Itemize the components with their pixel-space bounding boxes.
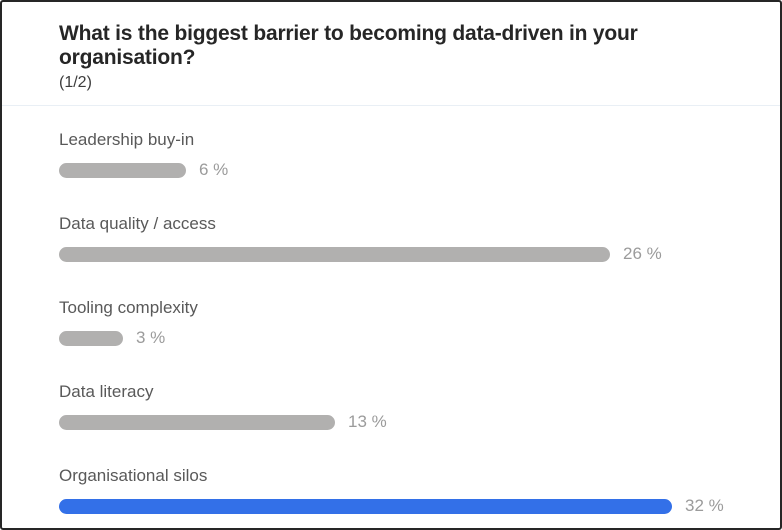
option-bar bbox=[59, 330, 123, 346]
poll-question-title: What is the biggest barrier to becoming … bbox=[59, 22, 638, 69]
poll-option-row: Leadership buy-in 6 % bbox=[59, 129, 724, 180]
poll-header: What is the biggest barrier to becoming … bbox=[2, 2, 780, 105]
option-bar-row: 32 % bbox=[59, 496, 724, 516]
option-percent: 26 % bbox=[623, 244, 662, 263]
option-percent: 3 % bbox=[136, 328, 166, 347]
option-label: Tooling complexity bbox=[59, 298, 198, 317]
option-bar-row: 26 % bbox=[59, 244, 724, 264]
option-label: Organisational silos bbox=[59, 466, 208, 485]
option-label: Leadership buy-in bbox=[59, 130, 195, 149]
option-bar bbox=[59, 246, 610, 262]
poll-option-row: Tooling complexity 3 % bbox=[59, 297, 724, 348]
option-bar bbox=[59, 414, 335, 430]
option-bar-row: 3 % bbox=[59, 328, 724, 348]
poll-option-row: Organisational silos 32 % bbox=[59, 465, 724, 516]
option-percent: 32 % bbox=[685, 496, 724, 515]
option-percent: 6 % bbox=[199, 160, 229, 179]
option-bar-highlighted bbox=[59, 498, 672, 514]
poll-options-list: Leadership buy-in 6 % Data quality / acces… bbox=[2, 106, 780, 516]
option-bar bbox=[59, 162, 186, 178]
option-bar-row: 13 % bbox=[59, 412, 724, 432]
poll-option-row: Data quality / access 26 % bbox=[59, 213, 724, 264]
poll-page-indicator: (1/2) bbox=[59, 74, 92, 91]
option-label: Data quality / access bbox=[59, 214, 216, 233]
header-divider bbox=[2, 105, 780, 106]
option-percent: 13 % bbox=[348, 412, 387, 431]
option-label: Data literacy bbox=[59, 382, 154, 401]
option-bar-row: 6 % bbox=[59, 160, 724, 180]
poll-option-row: Data literacy 13 % bbox=[59, 381, 724, 432]
